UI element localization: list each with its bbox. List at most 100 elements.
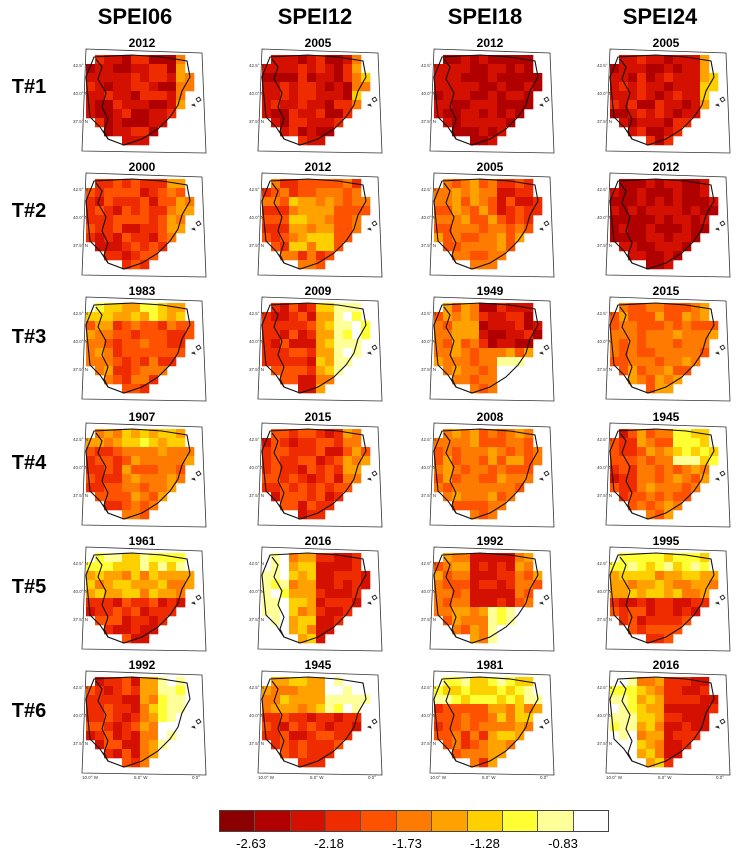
grid-cell: [452, 686, 462, 696]
grid-cell: [280, 483, 290, 493]
grid-cell: [122, 179, 132, 189]
grid-cell: [361, 456, 371, 466]
grid-cell: [122, 384, 132, 394]
grid-cell: [470, 91, 480, 101]
grid-cell: [524, 197, 534, 207]
grid-cell: [628, 695, 638, 705]
grid-cell: [682, 242, 692, 252]
grid-cell: [610, 188, 620, 198]
grid-cell: [646, 713, 656, 723]
coastline: [85, 552, 191, 644]
grid-cell: [307, 731, 317, 741]
grid-cell: [664, 616, 674, 626]
grid-cell: [140, 312, 150, 322]
grid-cell: [307, 339, 317, 349]
grid-cell: [628, 366, 638, 376]
grid-cell: [298, 384, 308, 394]
grid-cell: [131, 492, 141, 502]
grid-cell: [334, 456, 344, 466]
grid-cell: [646, 695, 656, 705]
grid-cell: [307, 348, 317, 358]
grid-cell: [479, 616, 489, 626]
grid-cell: [280, 357, 290, 367]
grid-cell: [334, 731, 344, 741]
grid-cell: [655, 188, 665, 198]
grid-cell: [700, 206, 710, 216]
grid-cell: [158, 580, 168, 590]
grid-cell: [709, 580, 719, 590]
grid-cell: [334, 242, 344, 252]
grid-cell: [262, 357, 272, 367]
grid-cell: [307, 118, 317, 128]
latitude-label: 37.5° N: [73, 493, 88, 498]
grid-cell: [280, 82, 290, 92]
grid-cell: [149, 704, 159, 714]
grid-cell: [470, 224, 480, 234]
grid-cell: [95, 740, 105, 750]
portugal-border: [271, 556, 285, 638]
grid-cell: [113, 589, 123, 599]
grid-cell: [452, 375, 462, 385]
grid-cell: [488, 758, 498, 768]
grid-cell: [325, 215, 335, 225]
grid-cell: [334, 224, 344, 234]
grid-cell: [131, 598, 141, 608]
grid-cell: [628, 749, 638, 759]
grid-cell: [637, 686, 647, 696]
grid-cell: [497, 483, 507, 493]
grid-cell: [298, 501, 308, 511]
grid-cell: [434, 731, 444, 741]
grid-cell: [104, 483, 114, 493]
grid-cell: [307, 589, 317, 599]
grid-cell: [167, 55, 177, 65]
grid-cell: [131, 366, 141, 376]
grid-cell: [682, 562, 692, 572]
grid-cell: [682, 492, 692, 502]
grid-cell: [131, 348, 141, 358]
grid-cell: [700, 580, 710, 590]
grid-cell: [158, 366, 168, 376]
grid-cell: [104, 233, 114, 243]
grid-cell: [149, 55, 159, 65]
grid-cell: [176, 456, 186, 466]
grid-cell: [691, 55, 701, 65]
grid-cell: [280, 474, 290, 484]
grid-cell: [637, 242, 647, 252]
grid-cell: [673, 197, 683, 207]
grid-cell: [691, 224, 701, 234]
grid-cell: [289, 188, 299, 198]
grid-cell: [506, 731, 516, 741]
grid-cell: [610, 562, 620, 572]
grid-cell: [158, 429, 168, 439]
grid-cell: [262, 438, 272, 448]
grid-cell: [619, 686, 629, 696]
grid-cell: [673, 303, 683, 313]
grid-cell: [86, 312, 96, 322]
latitude-label: 42.5° N: [421, 561, 436, 566]
grid-cell: [140, 357, 150, 367]
grid-cell: [280, 330, 290, 340]
grid-cell: [664, 82, 674, 92]
grid-cell: [470, 456, 480, 466]
grid-cell: [443, 598, 453, 608]
grid-cell: [325, 109, 335, 119]
grid-cell: [637, 731, 647, 741]
grid-cell: [479, 375, 489, 385]
grid-cell: [479, 242, 489, 252]
grid-cell: [113, 357, 123, 367]
grid-cell: [515, 91, 525, 101]
grid-cell: [610, 695, 620, 705]
latitude-label: 42.5° N: [73, 311, 88, 316]
grid-cell: [298, 456, 308, 466]
grid-cell: [655, 179, 665, 189]
grid-cell: [262, 312, 272, 322]
grid-cell: [176, 224, 186, 234]
grid-cell: [316, 571, 326, 581]
grid-cell: [619, 321, 629, 331]
colorbar-tick-label: -0.83: [548, 836, 578, 851]
grid-cell: [610, 713, 620, 723]
grid-cell: [628, 197, 638, 207]
grid-cell: [113, 348, 123, 358]
colorbar-swatch: [326, 811, 362, 831]
grid-cell: [298, 188, 308, 198]
